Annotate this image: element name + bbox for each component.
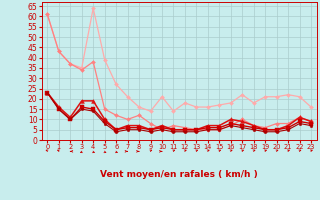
X-axis label: Vent moyen/en rafales ( km/h ): Vent moyen/en rafales ( km/h ) (100, 170, 258, 179)
